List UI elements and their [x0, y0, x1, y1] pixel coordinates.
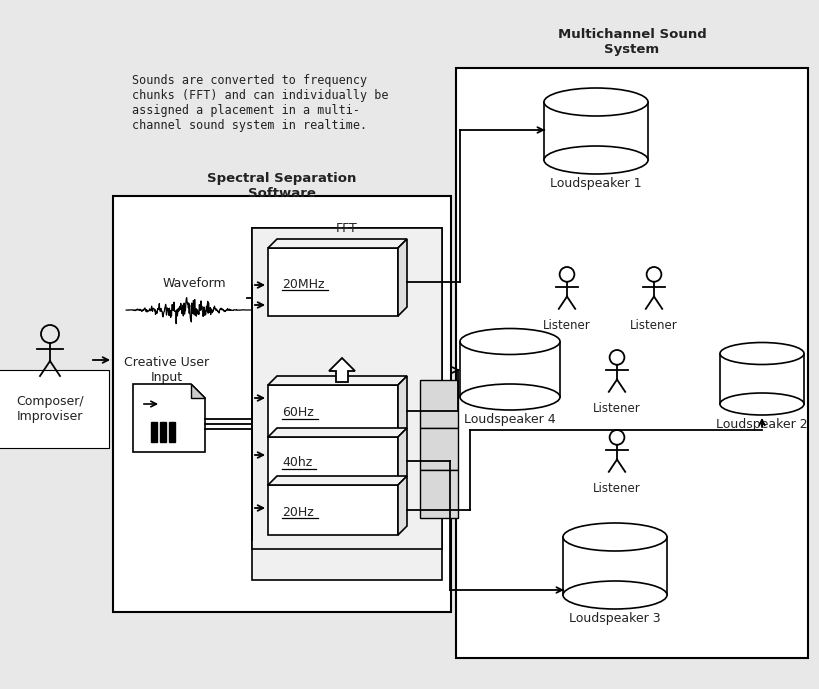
Polygon shape	[268, 376, 406, 385]
Text: Loudspeaker 3: Loudspeaker 3	[568, 612, 660, 625]
Bar	[251, 228, 441, 549]
Ellipse shape	[563, 523, 666, 551]
Text: 20MHz: 20MHz	[282, 278, 324, 291]
Polygon shape	[268, 428, 406, 437]
Polygon shape	[133, 384, 205, 452]
Bar	[419, 470, 458, 518]
Bar	[455, 68, 807, 658]
Ellipse shape	[459, 384, 559, 410]
Bar	[151, 422, 156, 442]
Text: Loudspeaker 2: Loudspeaker 2	[715, 418, 807, 431]
Polygon shape	[397, 428, 406, 485]
Ellipse shape	[459, 329, 559, 355]
Text: Listener: Listener	[592, 482, 640, 495]
Polygon shape	[191, 384, 205, 398]
Bar	[268, 385, 397, 437]
Text: Loudspeaker 1: Loudspeaker 1	[550, 177, 641, 190]
Bar	[563, 537, 666, 595]
Polygon shape	[397, 376, 406, 437]
Ellipse shape	[543, 88, 647, 116]
Text: 60Hz: 60Hz	[282, 407, 314, 420]
Bar	[419, 428, 458, 470]
Bar	[419, 380, 458, 428]
Text: FFT: FFT	[336, 222, 357, 235]
Text: Spectral Separation
Software: Spectral Separation Software	[207, 172, 356, 200]
Text: Listener: Listener	[592, 402, 640, 415]
Bar	[459, 342, 559, 397]
Polygon shape	[397, 476, 406, 535]
Text: Sounds are converted to frequency
chunks (FFT) and can individually be
assigned : Sounds are converted to frequency chunks…	[132, 74, 388, 132]
Bar	[268, 485, 397, 535]
Bar	[268, 437, 397, 485]
Bar	[169, 422, 174, 442]
Ellipse shape	[719, 342, 803, 364]
Text: Creative User
Input: Creative User Input	[124, 356, 210, 384]
Bar	[160, 422, 165, 442]
Polygon shape	[268, 239, 406, 248]
Text: Composer/
Improviser: Composer/ Improviser	[16, 395, 84, 423]
Polygon shape	[328, 358, 355, 382]
Ellipse shape	[719, 393, 803, 415]
Polygon shape	[268, 476, 406, 485]
Text: Listener: Listener	[629, 319, 677, 332]
Bar	[113, 196, 450, 612]
Ellipse shape	[543, 146, 647, 174]
Text: Listener: Listener	[542, 319, 590, 332]
Bar	[251, 228, 441, 580]
Text: Loudspeaker 4: Loudspeaker 4	[464, 413, 555, 426]
Bar	[719, 353, 803, 404]
Text: 40hz: 40hz	[282, 457, 312, 469]
Polygon shape	[397, 239, 406, 316]
Bar	[268, 248, 397, 316]
Text: 20Hz: 20Hz	[282, 506, 314, 519]
Bar	[543, 102, 647, 160]
Text: Multichannel Sound
System: Multichannel Sound System	[557, 28, 705, 56]
Ellipse shape	[563, 581, 666, 609]
Text: Waveform: Waveform	[163, 277, 226, 290]
